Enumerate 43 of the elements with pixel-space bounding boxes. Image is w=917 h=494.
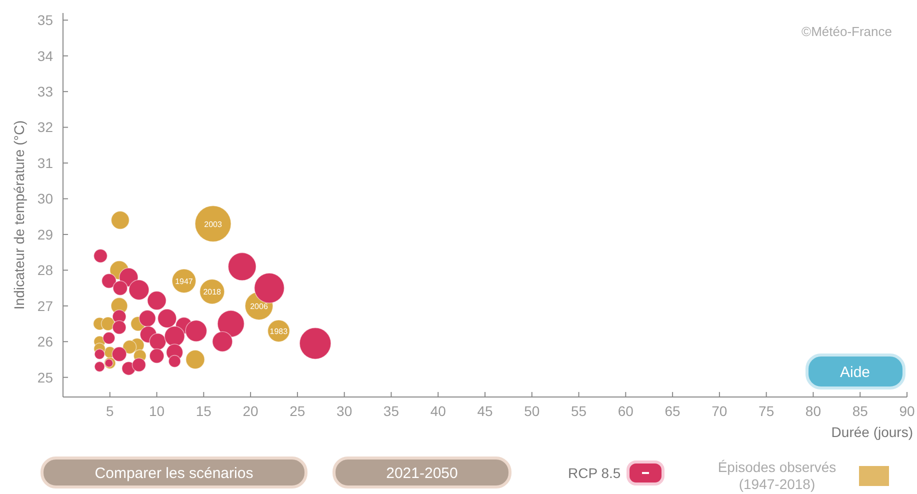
x-tick-label: 60 bbox=[618, 403, 634, 419]
annotation: Aide bbox=[840, 364, 870, 381]
button: Aide bbox=[806, 354, 906, 390]
x-tick-label: 25 bbox=[290, 403, 306, 419]
y-tick-label: 34 bbox=[37, 48, 54, 64]
legend-label: Épisodes observés (1947-2018) bbox=[718, 459, 836, 492]
y-tick-label: 26 bbox=[37, 334, 54, 350]
x-tick-label: 55 bbox=[570, 403, 587, 419]
annotation: 1983 bbox=[270, 326, 288, 336]
x-tick-label: 10 bbox=[148, 403, 165, 419]
x-tick-label: 65 bbox=[664, 403, 681, 419]
x-tick-label: 15 bbox=[196, 403, 212, 419]
x-tick-label: 30 bbox=[336, 403, 352, 419]
y-tick-label: 31 bbox=[37, 154, 54, 171]
x-tick-label: 70 bbox=[712, 403, 728, 419]
y-tick-label: 27 bbox=[37, 298, 54, 314]
y-axis-title: Indicateur de température (°C) bbox=[11, 120, 27, 310]
button: Comparer les scénarios bbox=[40, 456, 308, 488]
annotation: 2003 bbox=[204, 220, 222, 229]
x-axis-title: Durée (jours) bbox=[831, 424, 913, 440]
legend-label: RCP 8.5 bbox=[568, 465, 621, 481]
annotation: 2006 bbox=[250, 302, 268, 311]
annotation: ©Météo-France bbox=[802, 24, 892, 39]
annotation: 2018 bbox=[203, 288, 222, 297]
button: 2021-2050 bbox=[332, 456, 512, 488]
y-tick-label: 25 bbox=[37, 369, 54, 386]
x-tick-label: 45 bbox=[477, 403, 493, 419]
x-tick-label: 85 bbox=[852, 403, 868, 419]
y-tick-label: 29 bbox=[37, 226, 54, 242]
x-tick-label: 50 bbox=[524, 403, 540, 419]
y-tick-label: 32 bbox=[37, 119, 54, 136]
y-tick-label: 28 bbox=[37, 262, 54, 278]
y-tick-label: 30 bbox=[37, 190, 54, 207]
x-tick-label: 40 bbox=[430, 403, 446, 419]
x-tick-label: 35 bbox=[383, 403, 400, 419]
x-tick-label: 20 bbox=[242, 403, 259, 419]
x-tick-label: 80 bbox=[805, 403, 822, 419]
y-tick-label: 35 bbox=[37, 12, 54, 28]
x-tick-label: 90 bbox=[899, 403, 915, 419]
y-tick-label: 33 bbox=[37, 83, 54, 100]
x-tick-label: 75 bbox=[758, 403, 774, 419]
x-tick-label: 5 bbox=[106, 403, 114, 419]
annotation: 1947 bbox=[175, 276, 194, 286]
